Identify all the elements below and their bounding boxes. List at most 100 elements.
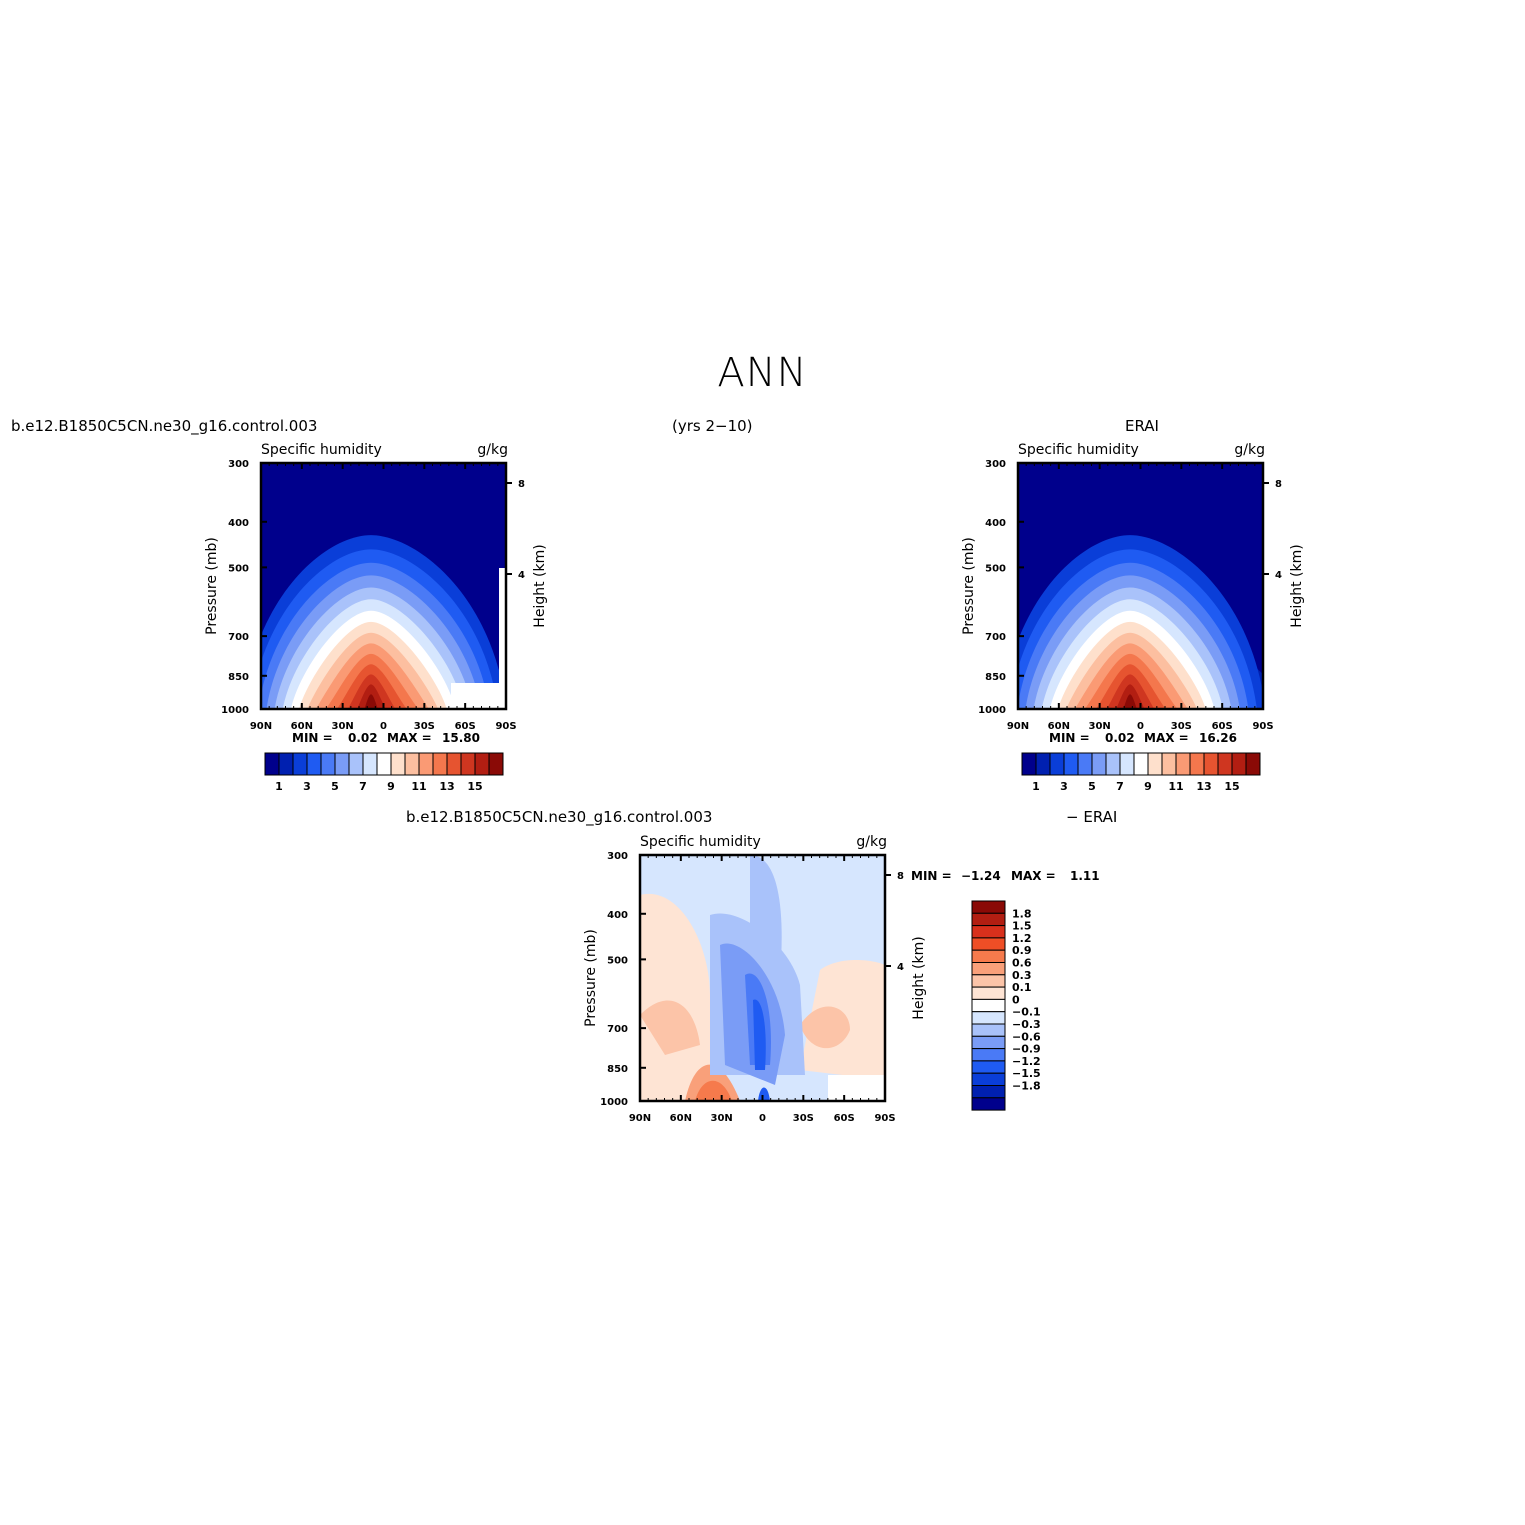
model-colorbar-box <box>390 752 406 776</box>
model-colorbar-box <box>446 752 462 776</box>
diff-colorbar-label: −1.8 <box>1012 1080 1041 1093</box>
obs-y2tick-label: 4 <box>1275 570 1282 581</box>
obs-colorbar-label: 13 <box>1196 780 1211 793</box>
obs-contours <box>1018 463 1263 709</box>
obs-max-label: MAX = <box>1144 731 1189 745</box>
diff-units: g/kg <box>856 834 887 850</box>
model-y2label: Height (km) <box>532 544 548 627</box>
obs-colorbar-box <box>1119 752 1135 776</box>
obs-y2tick-label: 8 <box>1275 479 1282 490</box>
model-contours <box>261 463 506 709</box>
diff-band <box>640 1000 700 1055</box>
model-ytick-label: 700 <box>228 632 249 643</box>
diff-band <box>640 893 715 1101</box>
obs-colorbar-label: 9 <box>1144 780 1152 793</box>
obs-colorbar-box <box>1189 752 1205 776</box>
diff-y2tick-label: 8 <box>897 871 904 882</box>
model-colorbar-label: 1 <box>275 780 283 793</box>
obs-ytick-label: 850 <box>985 672 1006 683</box>
model-ylabel: Pressure (mb) <box>204 537 220 635</box>
obs-humidity-plot: Specific humidity g/kg 90N 60N 30N 0 30S 60S 90S… <box>961 442 1305 793</box>
diff-title: Specific humidity <box>640 834 761 850</box>
model-colorbar-box <box>278 752 294 776</box>
diff-minus-obs: − ERAI <box>1066 808 1118 826</box>
model-colorbar-box <box>488 752 504 776</box>
diff-colorbar-label: −0.9 <box>1012 1043 1041 1056</box>
model-colorbar-box <box>320 752 336 776</box>
model-ytick-label: 500 <box>228 563 249 574</box>
diff-colorbar-label: 0.3 <box>1012 969 1032 982</box>
obs-colorbar-label: 11 <box>1168 780 1183 793</box>
diff-colorbar-label: 0.9 <box>1012 944 1032 957</box>
obs-colorbar-label: 3 <box>1060 780 1068 793</box>
difference-humidity-plot: Specific humidity g/kg 90N 60N 30N 0 30S 60S 90S… <box>583 834 1100 1124</box>
model-band <box>364 694 378 709</box>
obs-xtick-label: 60S <box>1212 721 1233 732</box>
obs-xtick-label: 30N <box>1089 721 1111 732</box>
diff-max-value: 1.11 <box>1070 869 1100 883</box>
diff-xtick-label: 30N <box>711 1113 733 1124</box>
obs-xtick-label: 30S <box>1171 721 1192 732</box>
diff-ylabel: Pressure (mb) <box>583 929 599 1027</box>
obs-colorbar-box <box>1147 752 1163 776</box>
diff-ytick-label: 500 <box>607 955 628 966</box>
model-missing-data <box>499 568 506 688</box>
obs-min-value: 0.02 <box>1105 731 1135 745</box>
diff-band <box>800 1006 850 1049</box>
diff-colorbar-label: −1.5 <box>1012 1067 1041 1080</box>
diff-colorbar-label: −0.6 <box>1012 1030 1041 1043</box>
diff-max-label: MAX = <box>1011 869 1056 883</box>
model-max-label: MAX = <box>387 731 432 745</box>
model-xtick-label: 30N <box>332 721 354 732</box>
obs-colorbar-label: 15 <box>1224 780 1239 793</box>
diff-colorbar-box <box>971 1060 1006 1074</box>
obs-colorbar-box <box>1245 752 1261 776</box>
model-colorbar-box <box>348 752 364 776</box>
obs-max-value: 16.26 <box>1199 731 1237 745</box>
model-max-value: 15.80 <box>442 731 480 745</box>
obs-colorbar-box <box>1217 752 1233 776</box>
obs-ytick-label: 700 <box>985 632 1006 643</box>
obs-xtick-label: 90S <box>1252 721 1273 732</box>
model-colorbar-box <box>376 752 392 776</box>
model-colorbar-box <box>334 752 350 776</box>
model-humidity-plot: Specific humidity g/kg 90N 60N 30N 0 30S 60S 90S… <box>204 442 548 793</box>
diff-colorbar-box <box>971 1097 1006 1111</box>
model-colorbar-label: 9 <box>387 780 395 793</box>
years-label: (yrs 2−10) <box>672 417 753 435</box>
diff-colorbar-label: −0.1 <box>1012 1006 1041 1019</box>
obs-xtick-label: 0 <box>1137 721 1144 732</box>
obs-xtick-label: 60N <box>1048 721 1070 732</box>
diff-band <box>695 1080 732 1101</box>
diff-missing-data <box>828 1075 885 1101</box>
obs-colorbar-box <box>1203 752 1219 776</box>
diff-colorbar-label: 0.6 <box>1012 957 1032 970</box>
obs-colorbar-box <box>1133 752 1149 776</box>
obs-colorbar-box <box>1021 752 1037 776</box>
obs-case-name: ERAI <box>1125 417 1159 435</box>
obs-colorbar-box <box>1175 752 1191 776</box>
obs-xtick-label: 90N <box>1007 721 1029 732</box>
figure-title: ANN <box>717 350 808 396</box>
diff-colorbar-label: −1.2 <box>1012 1055 1041 1068</box>
model-case-name: b.e12.B1850C5CN.ne30_g16.control.003 <box>11 417 318 435</box>
diff-ytick-label: 850 <box>607 1064 628 1075</box>
diff-min-label: MIN = <box>911 869 952 883</box>
model-colorbar-label: 13 <box>439 780 454 793</box>
diff-y2tick-label: 4 <box>897 962 904 973</box>
model-xtick-label: 60N <box>291 721 313 732</box>
diff-band <box>753 999 766 1070</box>
diff-y2label: Height (km) <box>911 936 927 1019</box>
model-ytick-label: 300 <box>228 459 249 470</box>
diff-case-name: b.e12.B1850C5CN.ne30_g16.control.003 <box>406 808 713 826</box>
obs-ytick-label: 300 <box>985 459 1006 470</box>
model-colorbar-box <box>432 752 448 776</box>
obs-min-label: MIN = <box>1049 731 1090 745</box>
model-y2tick-label: 4 <box>518 570 525 581</box>
model-colorbar-box <box>460 752 476 776</box>
diff-colorbar-box <box>971 974 1006 988</box>
model-colorbar-box <box>292 752 308 776</box>
diff-band <box>758 1087 770 1101</box>
diff-min-value: −1.24 <box>961 869 1001 883</box>
diff-colorbar-box <box>971 900 1006 914</box>
